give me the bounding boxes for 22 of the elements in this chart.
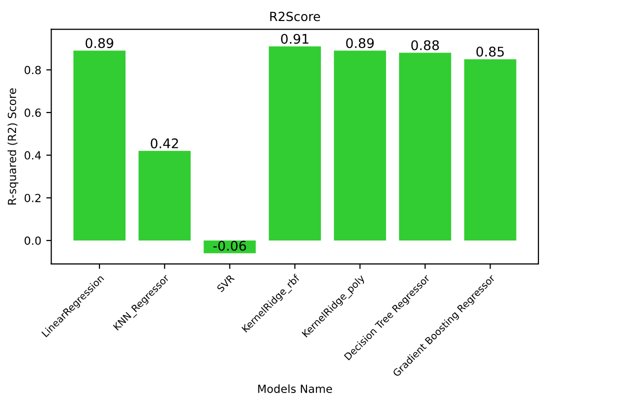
x-tick-label: SVR: [216, 274, 235, 292]
y-tick-label: 0.8: [24, 66, 41, 74]
bar: [334, 50, 386, 241]
bar: [138, 150, 191, 241]
data-label: 0.89: [346, 38, 374, 48]
bar: [399, 52, 452, 241]
y-axis-title: R-squared (R2) Score: [8, 88, 18, 204]
bar: [464, 59, 516, 241]
chart-title: R2Score: [270, 12, 320, 22]
x-axis-title: Models Name: [258, 384, 332, 393]
data-label: 0.85: [476, 46, 504, 57]
data-label: 0.88: [411, 40, 439, 50]
data-label: 0.91: [281, 34, 308, 44]
data-label: 0.42: [150, 138, 178, 148]
data-label: 0.89: [86, 38, 114, 48]
bar: [73, 50, 126, 241]
y-tick-label: 0.6: [24, 108, 41, 117]
y-tick-label: 0.2: [24, 194, 40, 202]
y-tick-label: 0.0: [24, 236, 41, 245]
data-label: -0.06: [213, 240, 246, 251]
bar: [268, 46, 321, 241]
y-tick-label: 0.4: [24, 151, 41, 160]
